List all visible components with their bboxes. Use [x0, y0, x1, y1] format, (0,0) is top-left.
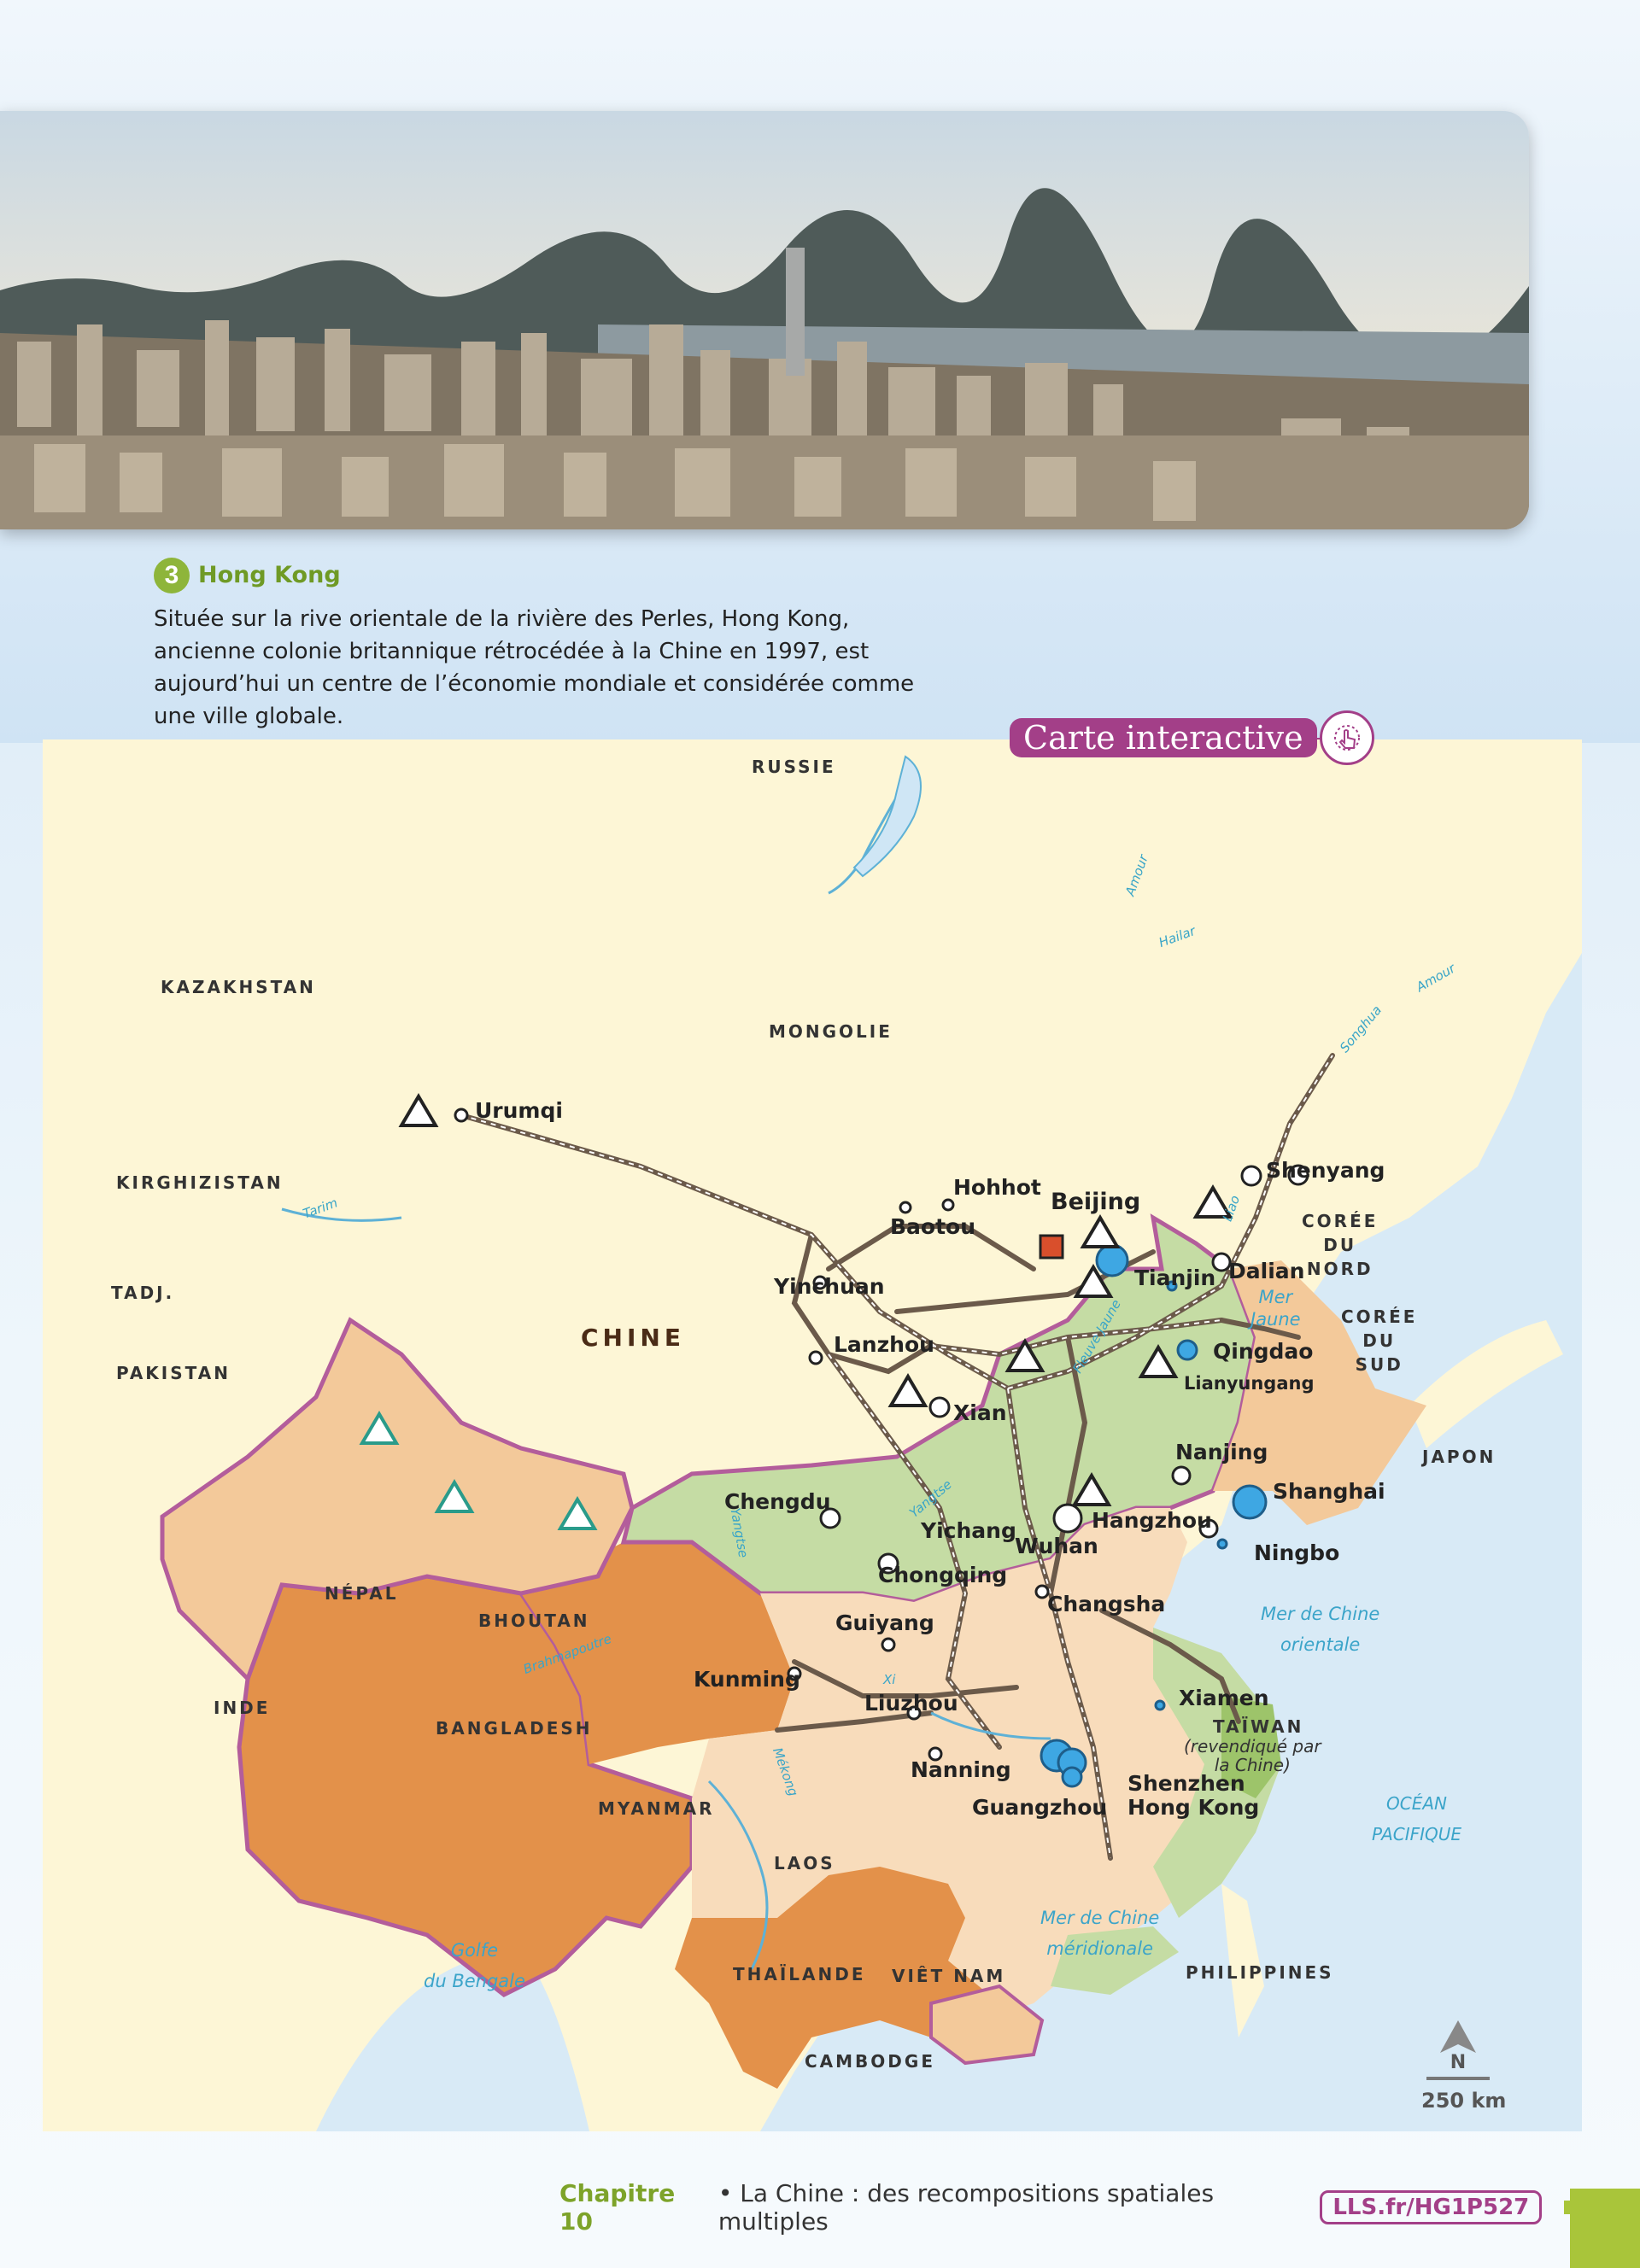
city-xian: Xian [953, 1400, 1007, 1425]
country-label-coree-sud: CORÉE DU SUD [1341, 1305, 1417, 1377]
country-label-thailande: THAÏLANDE [733, 1964, 866, 1984]
coree-nord-line-2: DU [1323, 1235, 1357, 1255]
caption-title: Hong Kong [198, 562, 341, 588]
ocean-line-2: PACIFIQUE [1372, 1824, 1462, 1844]
country-label-philippines: PHILIPPINES [1186, 1962, 1334, 1983]
city-tianjin: Tianjin [1134, 1266, 1216, 1290]
city-lanzhou: Lanzhou [834, 1332, 934, 1357]
ocean-pacifique: OCÉAN PACIFIQUE [1372, 1788, 1461, 1850]
river-xi: Xi [883, 1672, 896, 1687]
country-label-japon: JAPON [1422, 1447, 1496, 1467]
mer-chine-orientale-line-1: Mer de Chine [1261, 1604, 1380, 1624]
interactive-map-button[interactable]: Carte interactive [1010, 718, 1317, 757]
country-label-mongolie: MONGOLIE [769, 1021, 893, 1042]
country-label-bhoutan: BHOUTAN [478, 1610, 590, 1631]
page-footer: Chapitre 10 • La Chine : des recompositi… [559, 2179, 1640, 2236]
sea-mer-jaune: Mer Jaune [1250, 1286, 1301, 1330]
country-label-myanmar: MYANMAR [598, 1798, 715, 1819]
mer-jaune-line-2: Jaune [1250, 1309, 1301, 1330]
city-guangzhou: Guangzhou [972, 1795, 1108, 1820]
page-tab [1570, 2189, 1640, 2268]
city-hangzhou: Hangzhou [1092, 1508, 1212, 1533]
city-shenyang: Shenyang [1266, 1158, 1385, 1183]
country-label-taiwan: TAÏWAN [1213, 1716, 1304, 1737]
country-label-laos: LAOS [774, 1853, 835, 1873]
taiwan-note: (revendiqué par la Chine) [1184, 1737, 1321, 1774]
country-label-coree-nord: CORÉE DU NORD [1302, 1209, 1378, 1281]
mer-jaune-line-1: Mer [1258, 1287, 1293, 1307]
taiwan-note-line-2: la Chine) [1214, 1755, 1291, 1775]
mer-chine-orientale-line-2: orientale [1280, 1634, 1361, 1655]
golfe-line-1: Golfe [450, 1940, 499, 1961]
north-arrow-icon: N [1420, 2017, 1496, 2089]
north-label: N [1450, 2052, 1466, 2073]
footer-link[interactable]: LLS.fr/HG1P527 [1320, 2190, 1543, 2224]
city-shenzhen: Shenzhen [1128, 1771, 1245, 1796]
city-yichang: Yichang [921, 1518, 1016, 1543]
city-urumqi: Urumqi [475, 1098, 563, 1123]
city-xiamen: Xiamen [1179, 1686, 1269, 1710]
city-hohhot: Hohhot [953, 1175, 1041, 1200]
mer-chine-meridionale-line-2: méridionale [1046, 1938, 1154, 1959]
hong-kong-photo [0, 111, 1529, 529]
city-nanning: Nanning [911, 1757, 1011, 1782]
china-map: RUSSIE KAZAKHSTAN MONGOLIE KIRGHIZISTAN … [43, 739, 1582, 2131]
country-label-nepal: NÉPAL [325, 1583, 399, 1604]
country-label-chine: CHINE [581, 1324, 685, 1352]
badge-connector [1303, 738, 1322, 739]
taiwan-note-line-1: (revendiqué par [1184, 1736, 1321, 1757]
city-shanghai: Shanghai [1273, 1479, 1385, 1504]
city-yinchuan: Yinchuan [774, 1274, 885, 1299]
country-label-cambodge: CAMBODGE [805, 2051, 935, 2072]
city-changsha: Changsha [1047, 1592, 1166, 1616]
map-graphic [43, 739, 1582, 2131]
country-label-bangladesh: BANGLADESH [436, 1718, 593, 1739]
caption-number-badge: 3 [154, 558, 190, 593]
sea-mer-de-chine-meridionale: Mer de Chine méridionale [1040, 1903, 1159, 1964]
city-lianyungang: Lianyungang [1184, 1373, 1315, 1394]
mer-chine-meridionale-line-1: Mer de Chine [1040, 1908, 1160, 1928]
coree-nord-line-1: CORÉE [1302, 1211, 1379, 1231]
coree-sud-line-3: SUD [1355, 1354, 1403, 1375]
country-label-russie: RUSSIE [752, 757, 836, 777]
tap-hand-icon[interactable] [1320, 710, 1374, 765]
city-ningbo: Ningbo [1254, 1540, 1340, 1565]
country-label-inde: INDE [214, 1698, 271, 1718]
country-label-pakistan: PAKISTAN [116, 1363, 231, 1383]
city-nanjing: Nanjing [1175, 1440, 1268, 1464]
footer-title: • La Chine : des recompositions spatiale… [718, 2179, 1215, 2236]
city-baotou: Baotou [890, 1214, 976, 1239]
country-label-kirghizistan: KIRGHIZISTAN [116, 1172, 284, 1193]
sea-mer-de-chine-orientale: Mer de Chine orientale [1261, 1599, 1379, 1660]
city-chengdu: Chengdu [724, 1489, 831, 1514]
coree-sud-line-1: CORÉE [1341, 1306, 1418, 1327]
golfe-line-2: du Bengale [424, 1971, 525, 1991]
city-wuhan: Wuhan [1015, 1534, 1098, 1558]
sea-golfe-du-bengale: Golfe du Bengale [424, 1935, 525, 1996]
city-liuzhou: Liuzhou [864, 1691, 958, 1716]
city-chongqing: Chongqing [878, 1563, 1008, 1587]
city-dalian: Dalian [1228, 1259, 1305, 1283]
scale-label: 250 km [1421, 2089, 1507, 2113]
caption-text: Située sur la rive orientale de la riviè… [154, 606, 915, 729]
coree-nord-line-3: NORD [1306, 1259, 1374, 1279]
city-hong-kong: Hong Kong [1128, 1795, 1260, 1820]
coree-sud-line-2: DU [1362, 1330, 1397, 1351]
city-beijing: Beijing [1051, 1189, 1141, 1215]
country-label-vietnam: VIÊT NAM [892, 1966, 1006, 1986]
city-qingdao: Qingdao [1213, 1339, 1314, 1364]
city-guiyang: Guiyang [835, 1610, 934, 1635]
ocean-line-1: OCÉAN [1386, 1793, 1448, 1814]
city-kunming: Kunming [694, 1667, 800, 1692]
footer-chapter: Chapitre 10 [559, 2179, 676, 2236]
country-label-tadj: TADJ. [111, 1283, 175, 1303]
country-label-kazakhstan: KAZAKHSTAN [161, 977, 316, 997]
